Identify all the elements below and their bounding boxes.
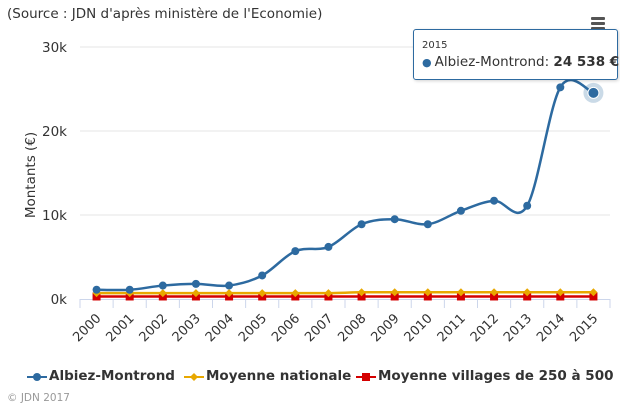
x-tick-label: 2003 — [170, 311, 204, 345]
y-tick-label: 0k — [51, 292, 68, 308]
data-point[interactable] — [556, 292, 565, 301]
data-point[interactable] — [523, 288, 532, 297]
tooltip-value: 24 538 € — [553, 54, 620, 70]
y-tick-label: 20k — [42, 124, 67, 140]
data-point[interactable] — [390, 215, 399, 224]
tooltip-header: 2015 — [422, 40, 448, 51]
data-point[interactable] — [191, 289, 200, 298]
data-point[interactable] — [523, 201, 532, 210]
data-point[interactable] — [191, 279, 200, 288]
x-tick-label: 2005 — [236, 311, 270, 345]
data-point[interactable] — [324, 289, 333, 298]
x-tick-label: 2008 — [335, 311, 369, 345]
x-tick-label: 2004 — [203, 311, 237, 345]
data-point[interactable] — [423, 220, 432, 229]
tooltip-body: ● Albiez-Montrond: 24 538 € — [422, 54, 620, 70]
data-point[interactable] — [357, 288, 366, 297]
tooltip-series-dot-icon: ● — [422, 56, 432, 69]
x-tick-label: 2001 — [104, 311, 138, 345]
data-point[interactable] — [456, 288, 465, 297]
data-point[interactable] — [587, 86, 600, 99]
data-point[interactable] — [523, 292, 532, 301]
data-point[interactable] — [456, 206, 465, 215]
series-line — [96, 290, 594, 295]
data-point[interactable] — [423, 288, 432, 297]
x-tick-label: 2011 — [435, 311, 469, 345]
data-point[interactable] — [490, 288, 499, 297]
data-point[interactable] — [291, 247, 300, 256]
legend-square-marker-icon — [356, 373, 376, 381]
x-tick-label: 2012 — [468, 311, 502, 345]
tooltip-series-name: Albiez-Montrond — [434, 54, 545, 70]
data-point[interactable] — [225, 281, 234, 290]
data-point[interactable] — [225, 289, 234, 298]
legend-label: Moyenne villages de 250 à 500 — [378, 368, 614, 384]
data-point[interactable] — [158, 281, 167, 290]
data-point[interactable] — [556, 288, 565, 297]
data-point[interactable] — [589, 292, 598, 301]
x-tick-label: 2014 — [534, 311, 568, 345]
x-axis-ticks: 2000 2001 2002 2003 2004 2005 2006 2007 2008 2009… — [70, 311, 601, 345]
x-axis — [79, 299, 611, 308]
x-tick-label: 2007 — [302, 311, 336, 345]
data-point[interactable] — [456, 292, 465, 301]
data-point[interactable] — [258, 289, 267, 298]
x-tick-label: 2013 — [501, 311, 535, 345]
y-axis-ticks: 0k 10k 20k 30k — [42, 40, 67, 308]
series-albiez-montrond — [92, 78, 604, 294]
data-point[interactable] — [92, 285, 101, 294]
x-tick-label: 2015 — [567, 311, 601, 345]
series-line — [96, 78, 594, 292]
data-point[interactable] — [490, 292, 499, 301]
chart-source: (Source : JDN d'après ministère de l'Eco… — [7, 6, 323, 22]
chart-tooltip: 2015 ● Albiez-Montrond: 24 538 € — [413, 29, 620, 80]
y-axis-label: Montants (€) — [23, 132, 39, 218]
x-tick-label: 2006 — [269, 311, 303, 345]
data-point[interactable] — [158, 289, 167, 298]
y-tick-label: 10k — [42, 208, 67, 224]
x-tick-label: 2000 — [70, 311, 104, 345]
legend-circle-marker-icon — [27, 373, 47, 381]
data-point[interactable] — [291, 289, 300, 298]
data-point[interactable] — [390, 292, 399, 301]
data-point[interactable] — [357, 292, 366, 301]
legend-diamond-marker-icon — [184, 373, 204, 381]
x-tick-label: 2010 — [402, 311, 436, 345]
data-point[interactable] — [125, 285, 134, 294]
x-tick-label: 2009 — [369, 311, 403, 345]
data-point[interactable] — [357, 220, 366, 229]
legend-label: Moyenne nationale — [206, 368, 352, 384]
x-tick-label: 2002 — [137, 311, 171, 345]
series-group — [92, 78, 604, 301]
data-point[interactable] — [589, 288, 598, 297]
series-moyenne-nationale — [92, 288, 598, 298]
legend-label: Albiez-Montrond — [49, 368, 175, 384]
credits: © JDN 2017 — [7, 392, 70, 404]
data-point[interactable] — [390, 288, 399, 297]
y-tick-label: 30k — [42, 40, 67, 56]
data-point[interactable] — [324, 242, 333, 251]
data-point[interactable] — [490, 196, 499, 205]
hamburger-menu-icon[interactable] — [585, 12, 611, 34]
data-point[interactable] — [556, 83, 565, 92]
data-point[interactable] — [423, 292, 432, 301]
chart-legend: Albiez-Montrond Moyenne nationale Moyenn… — [0, 367, 620, 387]
data-point[interactable] — [258, 271, 267, 280]
